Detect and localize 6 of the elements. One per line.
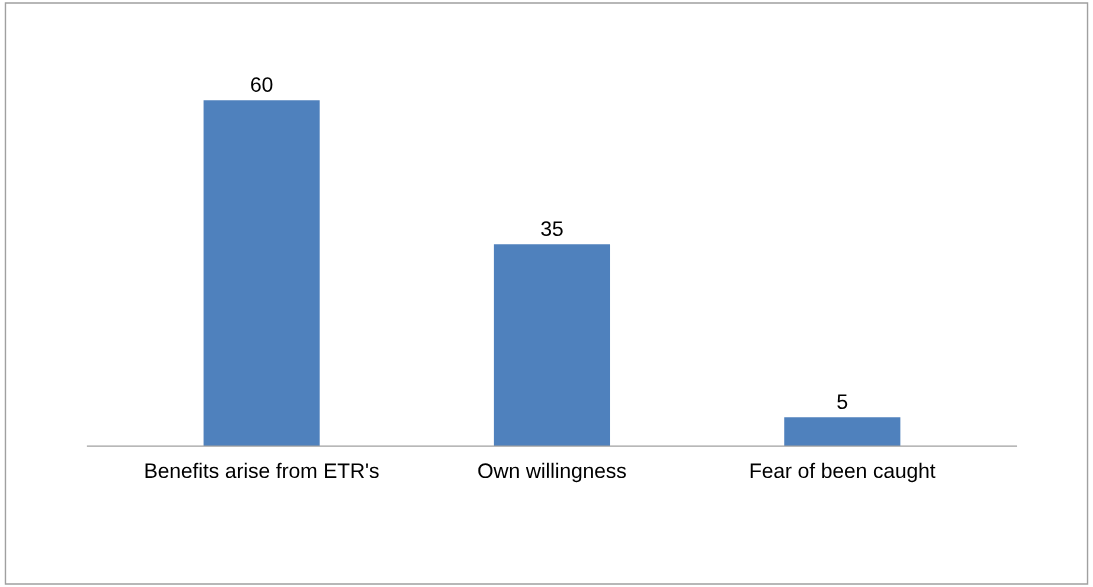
x-tick-label: Own willingness [478,462,626,483]
x-tick-label: Benefits arise from ETR's [145,462,379,479]
x-tick-label: Fear of been caught [750,462,936,483]
data-label: 60 [251,77,273,92]
data-label: 5 [837,394,848,410]
data-label: 35 [541,221,563,237]
